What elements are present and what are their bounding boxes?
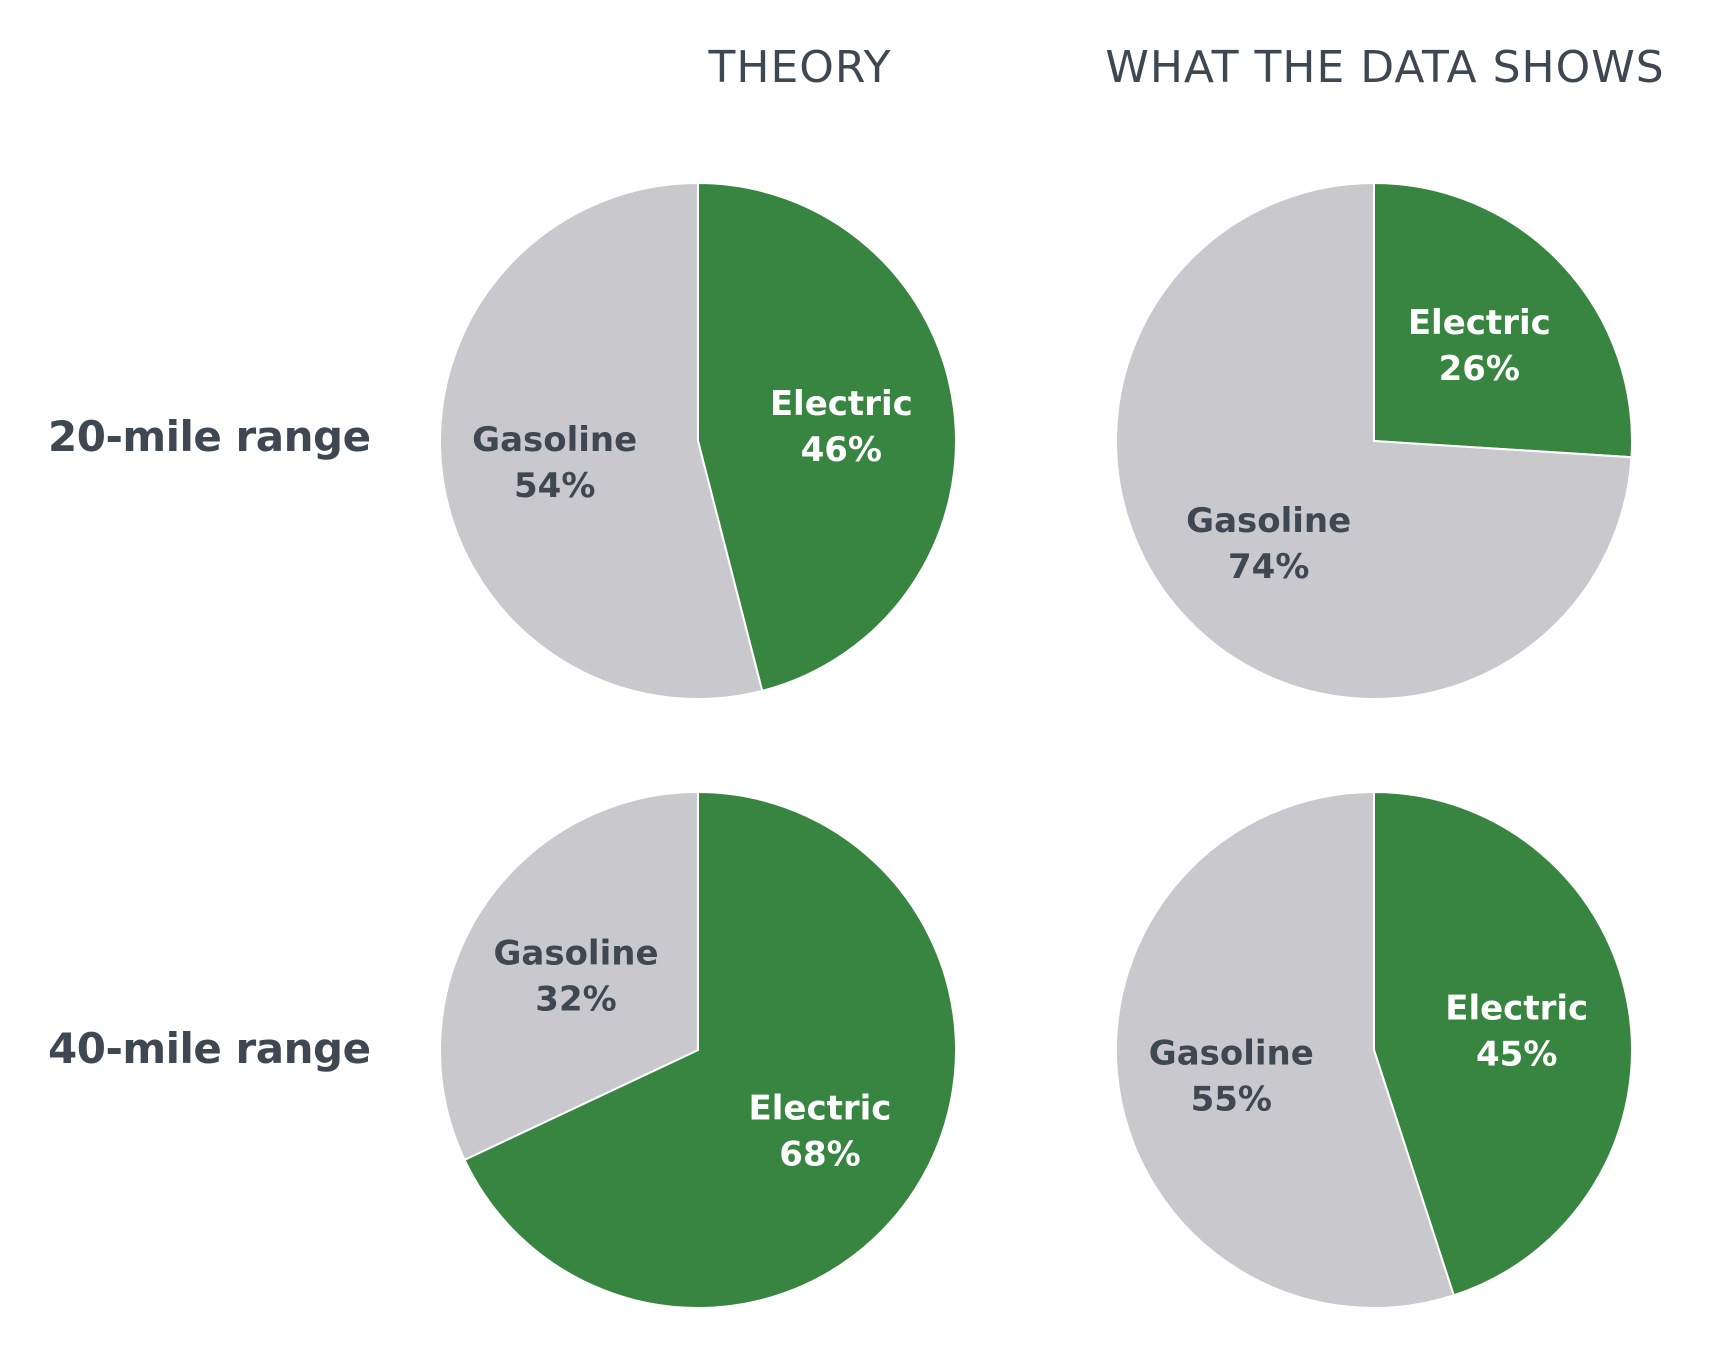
- pie-2-value-gasoline: 74%: [1228, 547, 1309, 587]
- pie-2-value-electric: 26%: [1439, 349, 1520, 389]
- pie-1-label-electric: Electric: [770, 384, 913, 424]
- pie-2-label-electric: Electric: [1408, 303, 1551, 343]
- row-label-40-mile: 40-mile range: [48, 1024, 371, 1073]
- data-shows-column-heading: WHAT THE DATA SHOWS: [1105, 42, 1665, 93]
- pie-4-value-gasoline: 55%: [1191, 1080, 1272, 1120]
- pie-chart-3: Electric 68% Gasoline 32%: [439, 790, 957, 1309]
- pie-1-value-electric: 46%: [801, 430, 882, 470]
- pie-4-label-gasoline: Gasoline: [1149, 1034, 1314, 1074]
- pie-3-label-gasoline: Gasoline: [493, 934, 658, 974]
- pie-1-value-gasoline: 54%: [514, 466, 595, 506]
- pie-chart-1: Electric 46% Gasoline 54%: [439, 181, 957, 700]
- pie-2-slice-electric: [1373, 181, 1633, 459]
- pie-4-slice-electric: [1373, 790, 1633, 1297]
- pie-4-slice-gasoline: [1115, 790, 1455, 1309]
- theory-column-heading: THEORY: [708, 42, 892, 93]
- pie-3-value-electric: 68%: [779, 1134, 860, 1174]
- row-label-20-mile: 20-mile range: [48, 412, 371, 461]
- pie-2-slice-gasoline: [1115, 181, 1633, 700]
- pie-3-value-gasoline: 32%: [535, 980, 616, 1020]
- pie-chart-2: Electric 26% Gasoline 74%: [1115, 181, 1633, 700]
- pie-1-slice-electric: [697, 181, 957, 693]
- pie-4-label-electric: Electric: [1445, 988, 1588, 1028]
- pie-3-label-electric: Electric: [749, 1088, 892, 1128]
- pie-3-slice-electric: [463, 790, 957, 1309]
- pie-3-slice-gasoline: [439, 790, 699, 1162]
- pie-1-slice-gasoline: [439, 181, 764, 700]
- pie-chart-4: Electric 45% Gasoline 55%: [1115, 790, 1633, 1309]
- pie-4-value-electric: 45%: [1476, 1034, 1557, 1074]
- pie-1-label-gasoline: Gasoline: [472, 420, 637, 460]
- pie-2-label-gasoline: Gasoline: [1186, 501, 1351, 541]
